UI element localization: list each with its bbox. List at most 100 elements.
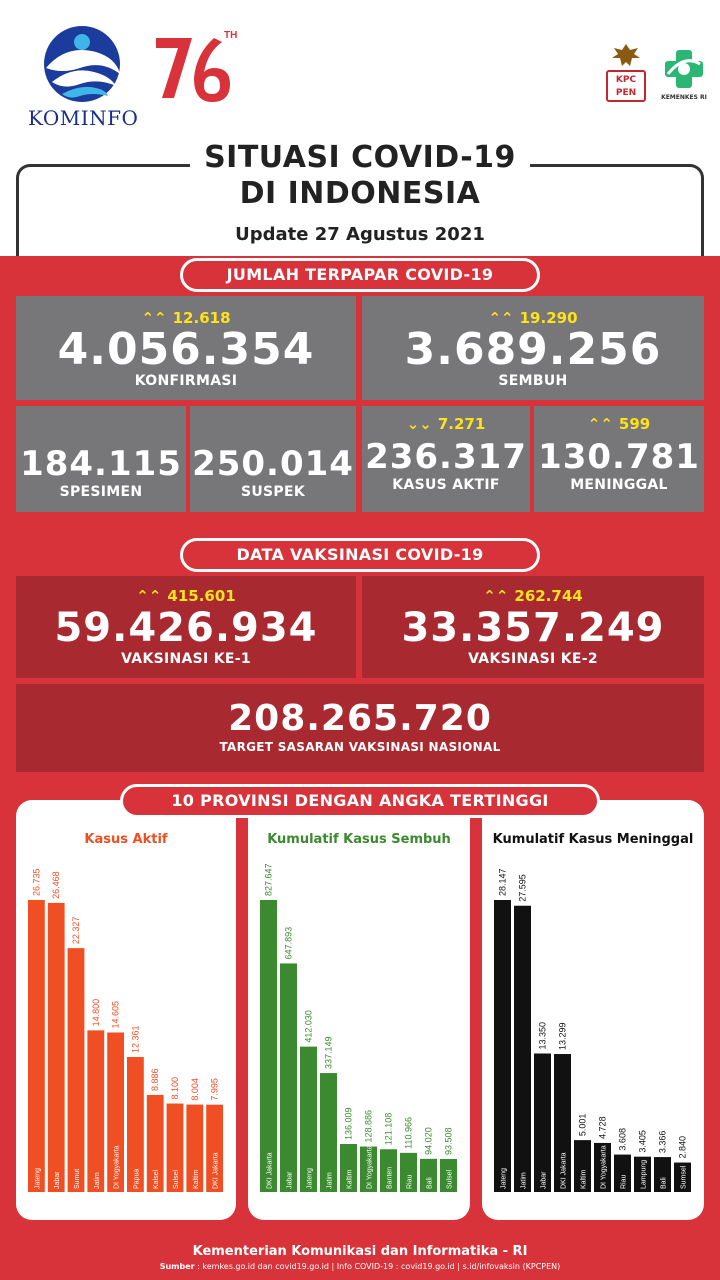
spesimen-value: 184.115 [20, 444, 182, 484]
bar-1-7 [400, 1152, 417, 1192]
bar-1-4 [340, 1144, 357, 1192]
card-konfirmasi: ⌃⌃ 12.618 4.056.354 KONFIRMASI [16, 296, 356, 400]
chevron-down-icon: ⌄⌄ [406, 415, 432, 433]
value-label-0-5: 12.361 [130, 1025, 140, 1053]
value-label-2-8: 3.366 [658, 1131, 668, 1154]
chart-title-sembuh: Kumulatif Kasus Sembuh [267, 832, 451, 847]
meninggal-value: 130.781 [538, 437, 700, 477]
sembuh-label: SEMBUH [498, 373, 568, 389]
footer: Kementerian Komunikasi dan Informatika -… [0, 1240, 720, 1280]
category-label-2-2: Jabar [541, 1171, 548, 1189]
value-label-0-4: 14.605 [111, 1001, 121, 1029]
target-value: 208.265.720 [228, 698, 492, 739]
page-title: SITUASI COVID-19 DI INDONESIA [0, 140, 720, 212]
bar-0-7 [166, 1103, 184, 1192]
sembuh-value: 3.689.256 [404, 324, 662, 375]
category-label-2-3: DKI Jakarta [561, 1152, 568, 1189]
value-label-0-1: 26.468 [51, 871, 61, 899]
value-label-0-2: 22.327 [71, 917, 81, 945]
kpcpen-logo: KPC PEN [604, 40, 648, 106]
chart-kasus-aktif: 26.735 Jateng 26.468 Jabar 22.327 Sumut 14.800… [28, 868, 223, 1192]
vaksinasi-1-value: 59.426.934 [54, 605, 318, 651]
category-label-0-7: Sulsel [173, 1169, 180, 1189]
chevron-up-icon: ⌃⌃ [483, 587, 509, 605]
category-label-2-4: Kaltim [581, 1169, 588, 1189]
category-label-0-2: Sumut [74, 1169, 81, 1189]
kominfo-logo: KOMINFO [28, 24, 138, 132]
kominfo-logo-text: KOMINFO [28, 106, 139, 130]
chart-card-sembuh: Kumulatif Kasus Sembuh 827.647 DKI Jakart… [248, 800, 470, 1220]
chevron-up-icon: ⌃⌃ [587, 415, 613, 433]
value-label-1-8: 94.020 [424, 1127, 434, 1155]
card-meninggal: ⌃⌃ 599 130.781 MENINGGAL [534, 406, 704, 512]
kemenkes-text: KEMENKES RI [661, 94, 707, 101]
value-label-1-0: 827.647 [264, 863, 274, 896]
kasus-aktif-value: 236.317 [365, 437, 527, 477]
kominfo-swirl-icon [44, 26, 120, 102]
category-label-0-4: DI Yogyakarta [114, 1145, 121, 1189]
category-label-2-9: Sumsel [681, 1165, 688, 1189]
chart-title-kasus-aktif: Kasus Aktif [84, 832, 168, 847]
value-label-0-0: 26.735 [31, 868, 41, 896]
section-title-provinsi: 10 PROVINSI DENGAN ANGKA TERTINGGI [120, 784, 600, 818]
category-label-0-5: Papua [133, 1169, 140, 1189]
bar-2-9 [674, 1162, 691, 1192]
card-sembuh: ⌃⌃ 19.290 3.689.256 SEMBUH [362, 296, 704, 400]
bar-2-7 [634, 1156, 651, 1192]
chevron-up-icon: ⌃⌃ [136, 587, 162, 605]
value-label-2-6: 3.608 [618, 1128, 628, 1151]
value-label-1-6: 121.108 [384, 1113, 394, 1146]
section-title-terpapar: JUMLAH TERPAPAR COVID-19 [180, 258, 540, 292]
bar-1-9 [440, 1159, 457, 1192]
category-label-1-2: Jateng [307, 1168, 314, 1189]
garuda-icon [612, 44, 640, 66]
category-label-1-3: Jatim [327, 1172, 334, 1189]
card-vaksinasi-2: ⌃⌃ 262.744 33.357.249 VAKSINASI KE-2 [362, 576, 704, 678]
title-line-1: SITUASI COVID-19 [190, 140, 530, 176]
suspek-value: 250.014 [192, 444, 354, 484]
bar-0-8 [186, 1104, 204, 1192]
value-label-2-1: 27.595 [518, 874, 528, 902]
category-label-0-1: Jabar [54, 1171, 61, 1189]
vaksinasi-1-label: VAKSINASI KE-1 [121, 651, 251, 667]
card-kasus-aktif: ⌄⌄ 7.271 236.317 KASUS AKTIF [362, 406, 530, 512]
sembuh-delta: 19.290 [519, 309, 578, 327]
kasus-aktif-delta: 7.271 [437, 415, 486, 433]
value-label-1-3: 337.149 [324, 1037, 334, 1070]
chart-sembuh: 827.647 DKI Jakarta 647.893 Jabar 412.030 Jat… [260, 863, 457, 1192]
vaksinasi-2-label: VAKSINASI KE-2 [468, 651, 598, 667]
kemenkes-logo: KEMENKES RI [656, 44, 712, 106]
card-target-vaksinasi: 208.265.720 TARGET SASARAN VAKSINASI NAS… [16, 684, 704, 772]
category-label-2-1: Jatim [521, 1172, 528, 1189]
bar-2-3 [554, 1054, 571, 1192]
bar-2-8 [654, 1157, 671, 1192]
footer-source-text: : kemkes.go.id dan covid19.go.id | Info … [194, 1262, 561, 1271]
bar-0-4 [107, 1032, 124, 1192]
category-label-0-6: Kalsel [153, 1169, 160, 1189]
category-label-0-9: DKI Jakarta [213, 1152, 220, 1189]
vaksinasi-2-value: 33.357.249 [401, 605, 665, 651]
bar-1-3 [320, 1073, 337, 1192]
value-label-0-6: 8.886 [150, 1068, 160, 1091]
value-label-1-4: 136.009 [344, 1107, 354, 1140]
chevron-up-icon: ⌃⌃ [488, 309, 514, 327]
footer-source-label: Sumber [159, 1262, 195, 1271]
value-label-1-9: 93.508 [444, 1127, 454, 1155]
value-label-1-2: 412.030 [304, 1010, 314, 1043]
konfirmasi-delta: 12.618 [172, 309, 231, 327]
chart-card-kasus-aktif: Kasus Aktif 26.735 Jateng 26.468 Jabar 22.32… [16, 800, 236, 1220]
kpcpen-text: KPC PEN [606, 70, 646, 102]
bar-0-9 [206, 1104, 223, 1192]
category-label-1-6: Banten [387, 1167, 394, 1189]
bar-0-1 [47, 902, 65, 1192]
value-label-0-7: 8.100 [170, 1077, 180, 1100]
value-label-1-5: 128.886 [364, 1110, 374, 1143]
value-label-1-7: 110.966 [404, 1117, 414, 1149]
value-label-2-2: 13.350 [538, 1022, 548, 1050]
category-label-2-6: Riau [621, 1174, 628, 1189]
chart-title-meninggal: Kumulatif Kasus Meninggal [492, 832, 694, 847]
vaksinasi-1-delta: 415.601 [167, 587, 236, 605]
bar-0-2 [67, 948, 85, 1192]
bar-0-5 [127, 1056, 144, 1192]
